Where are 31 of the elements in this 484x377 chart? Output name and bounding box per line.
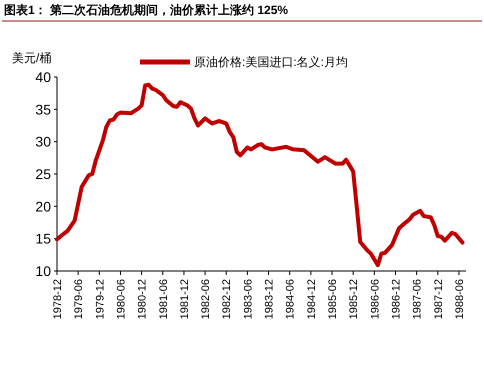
x-tick-label: 1986-12 bbox=[390, 279, 402, 320]
y-tick-label: 25 bbox=[35, 166, 52, 182]
x-tick-label: 1987-12 bbox=[432, 279, 445, 320]
x-tick-label: 1980-06 bbox=[115, 279, 128, 320]
x-tick-label: 1984-06 bbox=[284, 279, 297, 320]
x-tick-label: 1986-06 bbox=[369, 279, 382, 320]
x-tick-label: 1982-12 bbox=[221, 279, 234, 320]
x-tick-label: 1979-06 bbox=[73, 279, 86, 320]
y-tick-label: 30 bbox=[35, 134, 52, 150]
x-tick-label: 1988-06 bbox=[454, 279, 466, 320]
y-tick-label: 40 bbox=[35, 69, 52, 85]
x-tick-label: 1983-06 bbox=[242, 279, 254, 320]
x-tick-label: 1982-06 bbox=[200, 279, 212, 320]
x-tick-label: 1983-12 bbox=[264, 279, 276, 320]
x-tick-label: 1980-12 bbox=[136, 279, 149, 320]
y-axis-title: 美元/桶 bbox=[12, 51, 52, 65]
x-tick-label: 1981-12 bbox=[178, 279, 191, 320]
y-tick-label: 10 bbox=[35, 263, 52, 279]
y-tick-label: 15 bbox=[35, 230, 52, 247]
legend-label: 原油价格:美国进口:名义:月均 bbox=[194, 55, 348, 69]
y-tick-label: 20 bbox=[35, 198, 52, 214]
x-tick-label: 1985-12 bbox=[348, 279, 360, 320]
x-tick-label: 1979-12 bbox=[94, 279, 106, 320]
chart-title: 图表1： 第二次石油危机期间，油价累计上涨约 125% bbox=[4, 3, 288, 17]
x-tick-label: 1981-06 bbox=[158, 279, 170, 320]
line-series bbox=[55, 82, 464, 268]
y-tick-label: 35 bbox=[35, 101, 52, 118]
x-tick-label: 1987-06 bbox=[412, 279, 424, 320]
x-tick-label: 1978-12 bbox=[52, 279, 64, 320]
x-tick-label: 1985-06 bbox=[327, 279, 340, 320]
x-tick-label: 1984-12 bbox=[306, 279, 318, 320]
